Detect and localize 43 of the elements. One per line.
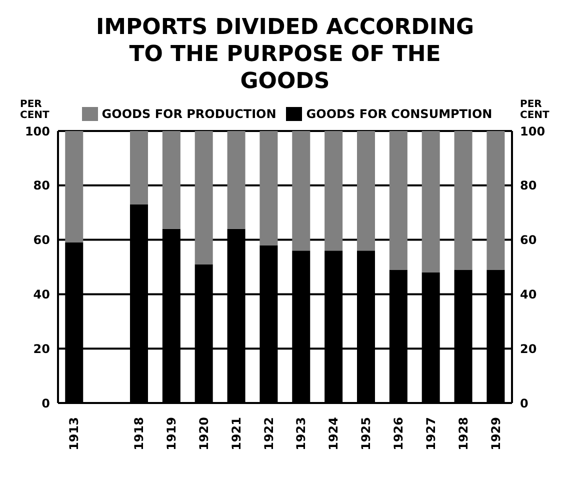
bar (194, 131, 213, 264)
y-tick-label: 60 (33, 233, 50, 248)
bar (162, 131, 180, 229)
x-tick-label: 1925 (359, 417, 374, 450)
y2-tick-label: 60 (520, 233, 537, 248)
y-tick-label: 80 (33, 178, 50, 193)
y2-tick-label: 40 (520, 287, 537, 302)
y-tick-label: 20 (33, 342, 50, 356)
y-tick-label: 40 (33, 287, 50, 302)
chart-title: IMPORTS DIVIDED ACCORDING TO THE PURPOSE OF THE GOODS (94, 14, 476, 95)
y2-tick-label: 0 (520, 396, 528, 410)
x-tick-label: 1922 (262, 417, 276, 450)
x-tick-label: 1923 (294, 417, 308, 450)
y2-axis-title: PER CENT (520, 99, 550, 121)
y2-tick-label: 80 (520, 178, 537, 193)
x-tick-label: 1918 (132, 417, 146, 450)
x-tick-label: 1924 (326, 417, 341, 450)
bar (130, 131, 148, 204)
y-axis-title: PER CENT (20, 99, 50, 121)
x-tick-label: 1921 (229, 417, 244, 450)
bar (486, 131, 505, 270)
y-tick-label: 100 (24, 124, 50, 138)
legend-label: GOODS FOR PRODUCTION (102, 107, 276, 121)
legend-label: GOODS FOR CONSUMPTION (306, 107, 492, 121)
bar (356, 131, 375, 251)
bar (227, 131, 246, 229)
bar (454, 131, 472, 270)
x-tick-label: 1919 (164, 417, 178, 450)
y2-tick-label: 20 (520, 342, 537, 356)
bar (65, 131, 84, 243)
bar (389, 131, 408, 270)
x-tick-label: 1927 (424, 417, 438, 450)
bar (292, 131, 310, 251)
y2-tick-label: 100 (520, 124, 546, 138)
y-tick-label: 0 (42, 396, 50, 410)
bar (260, 131, 278, 246)
x-tick-label: 1928 (456, 417, 470, 450)
bar (422, 131, 440, 272)
x-tick-label: 1913 (67, 417, 82, 450)
x-tick-label: 1920 (196, 417, 211, 450)
x-tick-label: 1926 (392, 417, 406, 450)
bar (324, 131, 343, 251)
x-tick-label: 1929 (488, 417, 503, 450)
